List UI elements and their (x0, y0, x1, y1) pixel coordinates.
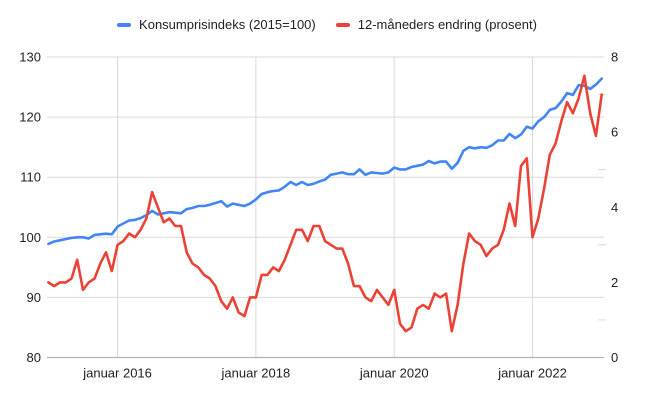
x-axis-tick-label: januar 2018 (221, 366, 291, 381)
left-axis-tick-label: 90 (27, 290, 41, 305)
left-axis-tick-label: 120 (19, 110, 41, 125)
right-axis-tick-label: 4 (611, 200, 618, 215)
x-axis-tick-label: januar 2020 (359, 366, 429, 381)
right-axis-tick-label: 6 (611, 125, 618, 140)
x-axis-tick-label: januar 2022 (497, 366, 567, 381)
left-axis-tick-label: 100 (19, 230, 41, 245)
series-line-konsumprisindeks (47, 77, 604, 246)
right-axis-tick-label: 2 (611, 275, 618, 290)
left-axis-tick-label: 130 (19, 50, 41, 65)
right-axis-tick-label: 0 (611, 350, 618, 365)
left-axis-tick-label: 110 (20, 170, 41, 185)
right-axis-tick-label: 8 (611, 50, 618, 65)
left-axis-tick-label: 80 (27, 350, 41, 365)
x-axis-tick-label: januar 2016 (82, 366, 152, 381)
series-line-12m-endring (47, 74, 604, 333)
